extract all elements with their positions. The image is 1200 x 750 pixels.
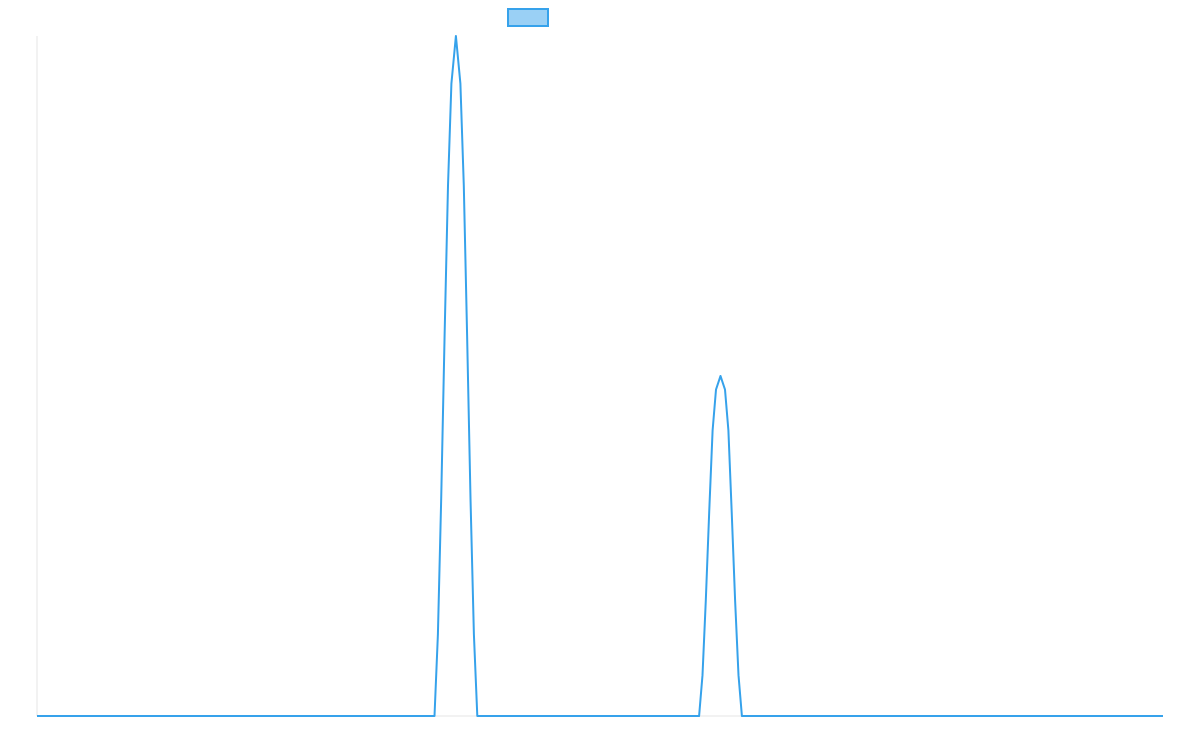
legend[interactable] — [507, 8, 549, 27]
legend-swatch[interactable] — [507, 8, 549, 27]
axes — [36, 36, 1163, 717]
series-line-1 — [37, 35, 1163, 717]
series-group — [37, 35, 1163, 717]
